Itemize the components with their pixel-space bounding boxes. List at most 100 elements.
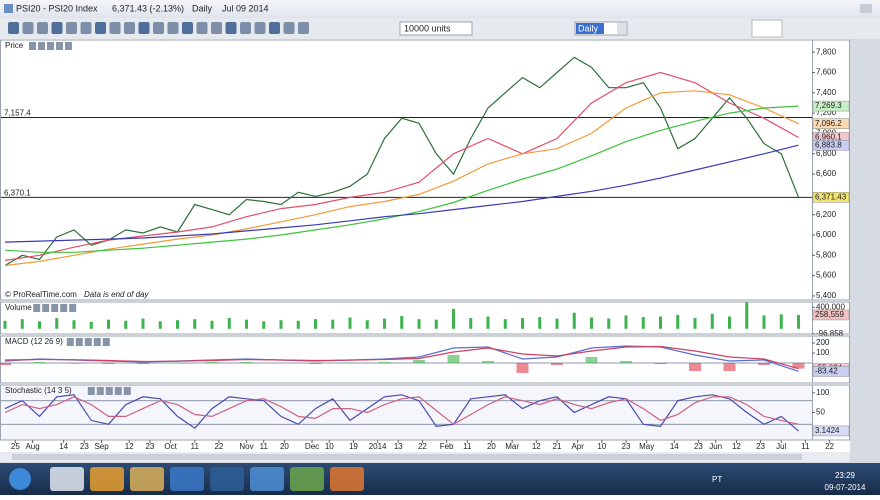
- tool-button[interactable]: [269, 22, 280, 34]
- histogram-bar: [137, 363, 149, 364]
- volume-bar: [38, 321, 41, 329]
- panel-button[interactable]: [88, 387, 95, 395]
- taskbar-app[interactable]: [50, 467, 84, 491]
- y-tick-label: 6,000: [816, 230, 837, 239]
- x-tick-label: Mar: [505, 442, 519, 451]
- x-tick-label: 14: [670, 442, 679, 451]
- interval-arrow[interactable]: [617, 23, 626, 34]
- tool-button[interactable]: [124, 22, 135, 34]
- volume-bar: [642, 317, 645, 329]
- y-tick-label: 5,800: [816, 250, 837, 259]
- panel-button[interactable]: [67, 338, 74, 346]
- x-tick-label: 21: [553, 442, 562, 451]
- taskbar-app[interactable]: [90, 467, 124, 491]
- tool-button[interactable]: [197, 22, 208, 34]
- x-tick-label: Jun: [709, 442, 722, 451]
- tool-button[interactable]: [168, 22, 179, 34]
- x-tick-label: 22: [214, 442, 223, 451]
- panel-button[interactable]: [56, 42, 63, 50]
- volume-bar: [159, 321, 162, 329]
- tool-button[interactable]: [139, 22, 150, 34]
- x-tick-label: 10: [325, 442, 334, 451]
- volume-bar: [107, 320, 110, 329]
- histogram-bar: [586, 357, 598, 363]
- panel-button[interactable]: [42, 304, 49, 312]
- volume-bar: [745, 303, 748, 329]
- tool-button[interactable]: [81, 22, 92, 34]
- volume-bar: [73, 320, 76, 329]
- panel-button[interactable]: [103, 338, 110, 346]
- volume-bar: [763, 315, 766, 328]
- panel-button[interactable]: [38, 42, 45, 50]
- panel-button[interactable]: [76, 338, 83, 346]
- panel-button[interactable]: [29, 42, 36, 50]
- panel-button[interactable]: [47, 42, 54, 50]
- tool-button[interactable]: [298, 22, 309, 34]
- tool-button[interactable]: [37, 22, 48, 34]
- taskbar-time: 23:29: [835, 471, 856, 480]
- taskbar-app[interactable]: [170, 467, 204, 491]
- taskbar-app[interactable]: [210, 467, 244, 491]
- tool-button[interactable]: [153, 22, 164, 34]
- histogram-bar: [241, 362, 253, 363]
- volume-bar: [521, 318, 524, 329]
- taskbar-app[interactable]: [330, 467, 364, 491]
- tool-button[interactable]: [211, 22, 222, 34]
- level-label: 7,157.4: [4, 109, 31, 118]
- histogram-bar: [0, 363, 11, 365]
- x-tick-label: Dec: [305, 442, 319, 451]
- taskbar-date: 09-07-2014: [825, 483, 866, 492]
- panel-button[interactable]: [94, 338, 101, 346]
- taskbar-app[interactable]: [130, 467, 164, 491]
- panel-button[interactable]: [33, 304, 40, 312]
- panel-frame: [1, 40, 813, 300]
- annotation: © ProRealTime.com: [5, 290, 77, 299]
- tool-button[interactable]: [284, 22, 295, 34]
- taskbar-app[interactable]: [250, 467, 284, 491]
- panel-button[interactable]: [60, 304, 67, 312]
- tool-button[interactable]: [226, 22, 237, 34]
- x-tick-label: 19: [349, 442, 358, 451]
- panel-button[interactable]: [106, 387, 113, 395]
- panel-button[interactable]: [65, 42, 72, 50]
- value-badge-label: -83.42: [815, 366, 838, 375]
- taskbar-app[interactable]: [290, 467, 324, 491]
- x-tick-label: 23: [694, 442, 703, 451]
- volume-bar: [262, 321, 265, 329]
- tool-button[interactable]: [66, 22, 77, 34]
- panel-button[interactable]: [97, 387, 104, 395]
- tool-button[interactable]: [8, 22, 19, 34]
- histogram-bar: [103, 363, 115, 364]
- y-tick-label: 6,200: [816, 210, 837, 219]
- histogram-bar: [413, 360, 425, 363]
- volume-bar: [797, 315, 800, 329]
- tool-button[interactable]: [182, 22, 193, 34]
- tool-button[interactable]: [23, 22, 34, 34]
- histogram-bar: [551, 363, 563, 365]
- x-tick-label: 14: [59, 442, 68, 451]
- tool-button[interactable]: [240, 22, 251, 34]
- panel-button[interactable]: [51, 304, 58, 312]
- volume-bar: [607, 319, 610, 329]
- close-button[interactable]: [860, 4, 872, 13]
- histogram-bar: [724, 363, 736, 371]
- window-title: PSI20 - PSI20 Index: [16, 3, 98, 13]
- x-tick-label: 11: [801, 442, 810, 451]
- tool-button[interactable]: [95, 22, 106, 34]
- tool-button[interactable]: [255, 22, 266, 34]
- tool-button[interactable]: [110, 22, 121, 34]
- volume-bar: [487, 316, 490, 328]
- panel-button[interactable]: [69, 304, 76, 312]
- panel-button[interactable]: [115, 387, 122, 395]
- tool-button[interactable]: [52, 22, 63, 34]
- level-label: 6,370.1: [4, 189, 31, 198]
- volume-bar: [452, 309, 455, 329]
- panel-button[interactable]: [85, 338, 92, 346]
- panel-frame: [1, 385, 813, 440]
- start-button[interactable]: [9, 468, 31, 490]
- panel-button[interactable]: [124, 387, 131, 395]
- value-badge-label: 3.1424: [815, 426, 840, 435]
- window-date: Jul 09 2014: [222, 3, 269, 13]
- chart-style-button[interactable]: [752, 20, 782, 37]
- scroll-thumb[interactable]: [12, 454, 802, 460]
